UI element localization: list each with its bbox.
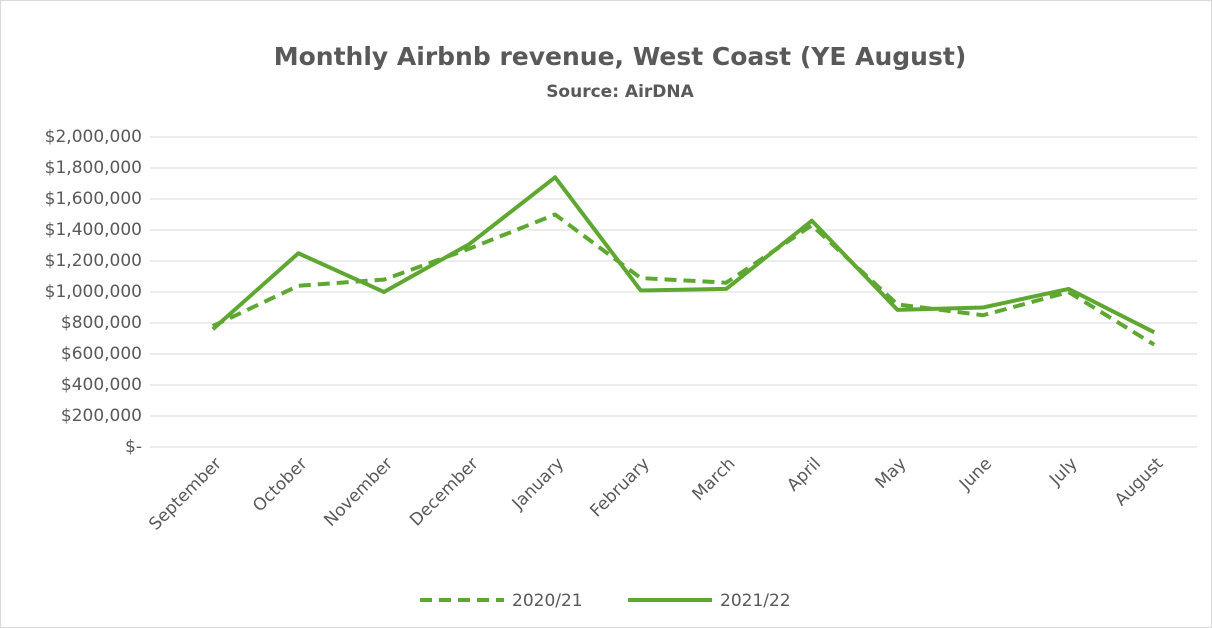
y-tick-label: $1,200,000 [45, 251, 142, 271]
y-tick-label: $200,000 [61, 406, 142, 426]
y-tick-label: $2,000,000 [45, 127, 142, 147]
y-tick-label: $1,800,000 [45, 158, 142, 178]
chart-subtitle: Source: AirDNA [546, 82, 694, 102]
legend-label: 2021/22 [720, 591, 791, 611]
y-tick-label: $1,400,000 [45, 220, 142, 240]
y-tick-label: $1,600,000 [45, 189, 142, 209]
series-line [211, 212, 1156, 347]
y-tick-label: $- [125, 437, 142, 457]
chart-title: Monthly Airbnb revenue, West Coast (YE A… [274, 42, 967, 71]
legend-label: 2020/21 [512, 591, 583, 611]
y-tick-label: $400,000 [61, 375, 142, 395]
y-tick-label: $800,000 [61, 313, 142, 333]
y-tick-label: $600,000 [61, 344, 142, 364]
y-tick-label: $1,000,000 [45, 282, 142, 302]
series-line [211, 175, 1156, 335]
